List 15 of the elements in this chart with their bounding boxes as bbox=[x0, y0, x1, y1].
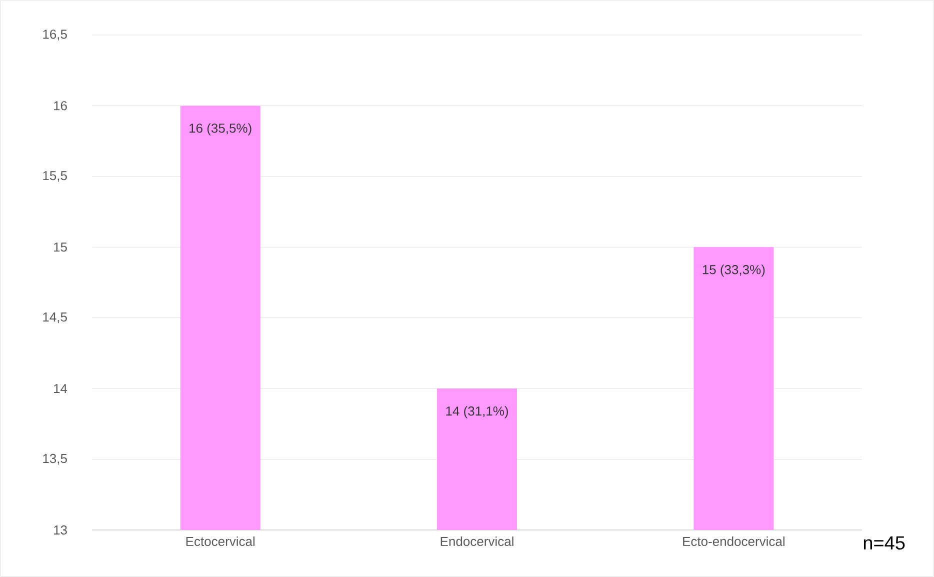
data-label: 16 (35,5%) bbox=[190, 123, 252, 136]
data-label: 15 (33,3%) bbox=[702, 264, 765, 277]
y-tick-label: 14,5 bbox=[43, 312, 67, 324]
y-tick-label: 15,5 bbox=[43, 171, 67, 182]
x-tick-label: Ecto-endocervical bbox=[683, 536, 784, 546]
y-tick-label: 13 bbox=[54, 525, 67, 535]
y-tick-label: 16 bbox=[54, 101, 67, 110]
y-tick-label: 14 bbox=[54, 384, 68, 394]
data-label: 14 (31,1%) bbox=[446, 406, 508, 418]
y-tick-label: 13,5 bbox=[43, 454, 67, 465]
x-tick-label: Endocervical bbox=[440, 536, 514, 546]
y-tick-label: 16,5 bbox=[43, 30, 67, 40]
y-tick-label: 15 bbox=[54, 242, 67, 252]
x-tick-label: Ectocervical bbox=[186, 536, 255, 546]
text: n=45 bbox=[864, 536, 905, 550]
